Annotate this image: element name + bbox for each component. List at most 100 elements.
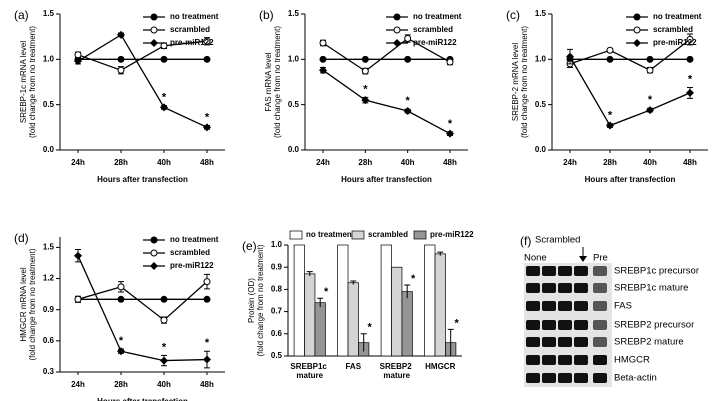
x-tick-label: 48h [200,158,214,167]
series-line [569,38,691,71]
panel-label: (b) [259,8,274,22]
significance: * [648,94,653,106]
series-line [77,40,208,71]
x-tick-label: FAS [345,362,361,371]
band-label: HMGCR [614,355,650,366]
legend-marker [150,13,158,21]
y-axis-label: HMGCR mRNA level [19,267,28,341]
x-tick-label: 24h [563,158,577,167]
legend-label: pre-miR122 [170,261,214,270]
blot-band [542,266,556,276]
legend-marker [633,26,641,34]
significance: * [324,286,329,298]
blot-band [542,373,556,383]
band-label: SREBP1c mature [614,283,688,294]
panel-label: (c) [506,8,520,22]
data-point [361,96,370,105]
bar [391,266,403,357]
significance: * [119,335,124,347]
legend-marker [393,13,401,21]
legend-marker [633,13,641,21]
blot-band [526,355,540,365]
data-point [203,123,211,132]
x-tick-label: 28h [603,158,617,167]
x-tick-label: 48h [200,380,214,389]
x-tick-label: 28h [114,158,128,167]
data-point [361,55,369,63]
blot-band [542,355,556,365]
data-point [686,35,694,43]
legend-marker [150,262,158,270]
legend-label: no treatment [413,12,462,21]
blot-band [526,320,540,330]
blot-band [558,283,572,293]
data-point [686,88,694,97]
blot-band [542,337,556,347]
blot-band [542,283,556,293]
blot-band [558,373,572,383]
bar [293,244,305,357]
data-point [203,278,211,286]
blot-band [593,355,607,365]
y-tick-label: 0.5 [288,100,300,109]
bar [424,244,436,357]
legend-label: no treatment [170,235,219,244]
data-point [117,66,125,74]
legend-marker [393,26,401,34]
legend-label: scrambled [170,25,210,34]
blot-band [558,301,572,311]
bar [337,244,349,357]
blot-band [593,266,607,276]
y-tick-label: 1.5 [288,9,300,18]
series-line [569,56,691,127]
data-point [404,34,412,42]
data-point [203,295,211,303]
significance: * [205,337,210,349]
blot-band [574,320,588,330]
data-point [361,67,369,75]
y-tick-label: 1.0 [271,240,283,249]
blot-band [574,266,588,276]
data-point [74,51,82,59]
blot-band [558,355,572,365]
data-point [203,55,211,63]
blot-band [574,337,588,347]
bar [304,273,316,357]
x-tick-label: 48h [443,158,457,167]
error-bar [306,271,313,277]
band-label: Beta-actin [614,373,657,384]
y-axis-label: (fold change from no treatment) [28,248,37,360]
x-tick-label: SREBP1c mature [290,362,329,380]
x-tick-label: HMGCR [425,362,455,371]
significance: * [608,110,613,122]
significance: * [448,118,453,130]
y-tick-label: 0.8 [271,285,283,294]
data-point [606,55,614,63]
data-point [686,55,694,63]
blot-band [574,373,588,383]
data-point [160,356,168,365]
significance: * [368,322,373,334]
y-tick-label: 1.5 [43,9,55,18]
data-point [160,295,168,303]
data-point [319,66,327,75]
data-point [403,107,412,116]
data-point [319,39,327,47]
legend-label: no treatment [170,12,219,21]
legend-marker [150,249,158,257]
y-tick-label: 0.5 [535,100,547,109]
x-tick-label: 48h [683,158,697,167]
significance: * [406,95,411,107]
x-axis-label: Hours after transfection [97,175,188,184]
data-point [566,52,574,61]
data-point [606,121,614,130]
data-point [117,55,125,63]
x-tick-label: 28h [114,380,128,389]
y-tick-label: 0.0 [535,145,547,154]
significance: * [205,111,210,123]
y-tick-label: 0.9 [43,305,55,314]
significance: * [162,91,167,103]
significance: * [363,83,368,95]
y-tick-label: 1.5 [43,242,55,251]
